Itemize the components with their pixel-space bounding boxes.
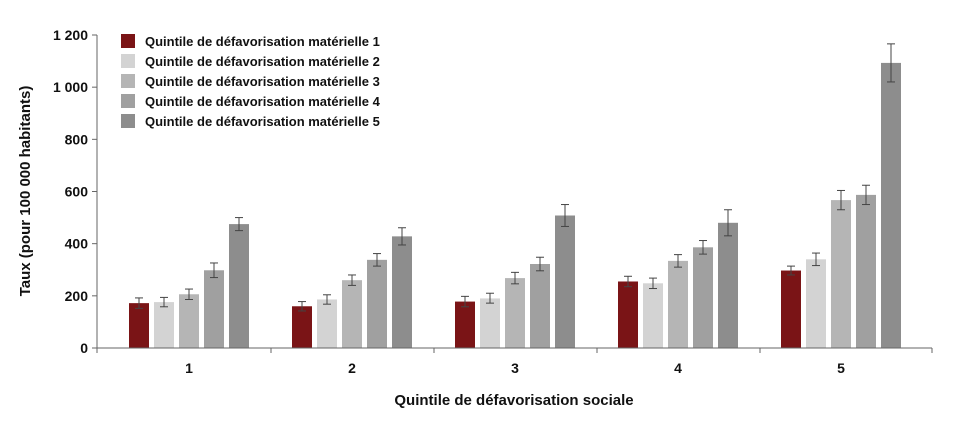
error-bar [674,254,682,268]
y-tick-label: 600 [65,184,89,200]
bar [718,222,738,348]
bar [781,270,801,348]
error-bar [649,277,657,290]
error-bar [348,274,356,286]
error-bar [699,240,707,255]
legend-swatch [121,94,135,108]
y-tick-label: 0 [80,340,88,356]
y-ticks: 0 200 400 600 800 1 000 1 200 [53,27,97,356]
y-tick-label: 1 200 [53,27,88,43]
error-bar [373,253,381,267]
bar [693,247,713,348]
bar [455,301,475,348]
bar [618,281,638,348]
error-bar [724,209,732,237]
legend-swatch [121,54,135,68]
x-tick-label: 5 [837,360,845,376]
y-tick-label: 1 000 [53,79,88,95]
error-bar [862,184,870,206]
bar [806,259,826,348]
error-bar [561,204,569,227]
x-tick-label: 2 [348,360,356,376]
legend-swatch [121,74,135,88]
y-axis-title: Taux (pour 100 000 habitants) [17,86,34,297]
error-bar [160,296,168,308]
error-bar [210,262,218,279]
legend-swatch [121,114,135,128]
legend-label: Quintile de défavorisation matérielle 1 [145,34,380,49]
bar [530,264,550,348]
bar [392,236,412,348]
bar [505,278,525,348]
error-bar [461,295,469,308]
bar [317,299,337,348]
bars-layer [129,62,901,348]
x-axis-title: Quintile de défavorisation sociale [394,392,633,409]
error-bar [185,288,193,300]
error-bar [298,301,306,312]
y-tick-label: 800 [65,131,89,147]
bar [342,280,362,348]
legend-label: Quintile de défavorisation matérielle 3 [145,74,380,89]
legend: Quintile de défavorisation matérielle 1 Q… [121,34,381,129]
legend-swatch [121,34,135,48]
bar [129,303,149,348]
bar [831,200,851,348]
error-bars-layer [135,43,895,312]
bar [367,259,387,348]
y-tick-label: 200 [65,288,89,304]
error-bar [235,217,243,232]
bar [179,294,199,348]
error-bar [624,275,632,288]
error-bar [812,252,820,267]
legend-label: Quintile de défavorisation matérielle 4 [145,94,381,109]
bar [229,224,249,348]
error-bar [837,189,845,211]
error-bar [787,265,795,276]
y-tick-label: 400 [65,236,89,252]
legend-label: Quintile de défavorisation matérielle 2 [145,54,380,69]
legend-label: Quintile de défavorisation matérielle 5 [145,114,380,129]
error-bar [486,292,494,304]
error-bar [536,256,544,272]
error-bar [398,227,406,246]
bar [643,283,663,348]
error-bar [135,297,143,309]
error-bar [887,43,895,83]
x-ticks: 1 2 3 4 5 [96,348,933,376]
x-tick-label: 1 [185,360,193,376]
error-bar [511,271,519,285]
bar [154,302,174,348]
x-tick-label: 4 [674,360,682,376]
bar [204,270,224,348]
bar [856,194,876,348]
bar [668,260,688,348]
error-bar [323,294,331,305]
bar [292,306,312,348]
bar [555,215,575,348]
bar [480,298,500,348]
bar [881,62,901,348]
x-tick-label: 3 [511,360,519,376]
